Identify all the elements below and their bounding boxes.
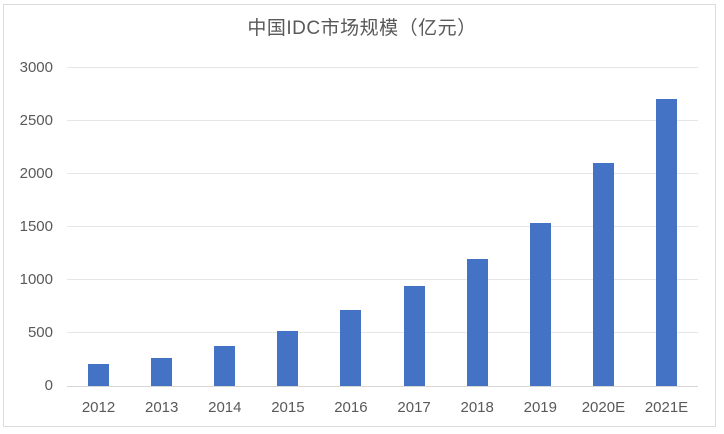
x-tick-label-2020E: 2020E	[581, 399, 626, 416]
bar-2020E	[592, 162, 614, 386]
bar-2012	[88, 363, 110, 386]
gridline-1000	[67, 279, 698, 280]
x-tick-label-2019: 2019	[523, 399, 557, 416]
bar-2013	[151, 357, 173, 386]
gridline-1500	[67, 226, 698, 227]
gridline-3000	[67, 67, 698, 68]
x-tick-label-2017: 2017	[397, 399, 431, 416]
gridline-500	[67, 332, 698, 333]
x-tick-label-2016: 2016	[334, 399, 368, 416]
y-tick-label-500: 500	[27, 324, 53, 341]
chart-title: 中国IDC市场规模（亿元）	[247, 18, 477, 39]
bar-2015	[277, 330, 299, 386]
gridline-2500	[67, 120, 698, 121]
y-tick-label-1500: 1500	[19, 218, 53, 235]
bar-2017	[403, 285, 425, 386]
bar-2021E	[656, 98, 677, 386]
y-tick-label-2500: 2500	[19, 112, 53, 129]
plot-area	[67, 67, 698, 387]
x-tick-label-2018: 2018	[460, 399, 494, 416]
gridline-2000	[67, 173, 698, 174]
x-tick-label-2021E: 2021E	[644, 399, 689, 416]
x-tick-label-2013: 2013	[145, 399, 179, 416]
bar-2019	[529, 222, 551, 386]
y-tick-label-0: 0	[44, 377, 53, 394]
y-tick-label-3000: 3000	[19, 59, 53, 76]
bar-2014	[214, 346, 236, 386]
y-tick-label-1000: 1000	[19, 271, 53, 288]
bar-2018	[466, 258, 488, 386]
x-tick-label-2014: 2014	[208, 399, 242, 416]
y-tick-label-2000: 2000	[19, 165, 53, 182]
x-tick-label-2012: 2012	[81, 399, 116, 416]
bar-2016	[340, 310, 362, 386]
x-tick-label-2015: 2015	[271, 399, 305, 416]
